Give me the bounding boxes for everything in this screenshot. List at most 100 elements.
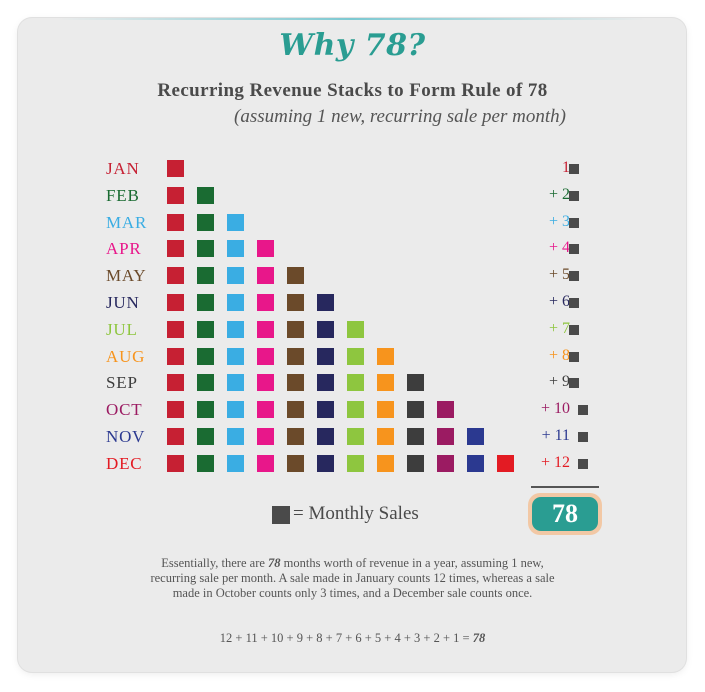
month-label: JAN [106, 159, 140, 178]
running-count: + 7 [548, 319, 570, 337]
sale-square [347, 401, 364, 419]
running-count: + 8 [548, 346, 570, 364]
sale-square [257, 347, 274, 365]
running-count: + 10 [540, 400, 570, 418]
top-accent-line [58, 18, 646, 20]
count-square-icon [569, 164, 579, 174]
explanation-number: 78 [268, 556, 281, 570]
count-square-icon [569, 378, 579, 389]
sale-square [257, 267, 274, 285]
sale-square [257, 240, 274, 258]
sale-square [257, 454, 274, 472]
sale-square [347, 454, 364, 472]
sale-square [197, 401, 214, 419]
page-title: Why 78? [279, 28, 426, 63]
count-square-icon [569, 324, 579, 335]
running-count: + 9 [548, 373, 570, 391]
sale-square [197, 294, 214, 311]
sale-square [227, 213, 244, 231]
sale-square [467, 454, 484, 472]
sale-square [287, 294, 304, 311]
running-count: + 5 [548, 266, 570, 284]
sale-square [197, 454, 214, 472]
legend-text: = Monthly Sales [293, 503, 419, 524]
sale-square [227, 454, 244, 472]
sale-square [197, 347, 214, 365]
sale-square [287, 401, 304, 419]
subtitle-note: (assuming 1 new, recurring sale per mont… [234, 106, 566, 127]
sale-square [287, 267, 304, 285]
count-square-icon [569, 244, 579, 255]
running-count: + 11 [541, 427, 570, 444]
total-badge: 78 [528, 493, 602, 535]
sale-square [407, 401, 424, 419]
sale-square [197, 428, 214, 445]
count-square-icon [578, 405, 588, 416]
sale-square [347, 347, 364, 365]
sale-square [197, 186, 214, 204]
sale-square [197, 240, 214, 258]
sale-square [227, 294, 244, 311]
sale-square [167, 213, 184, 231]
sale-square [347, 428, 364, 445]
month-label: NOV [106, 427, 146, 446]
sale-square [317, 294, 334, 311]
sale-square [407, 428, 424, 445]
sale-square [227, 401, 244, 419]
sale-square [167, 186, 184, 204]
sale-square [377, 347, 394, 365]
sale-square [317, 428, 334, 445]
total-value: 78 [532, 497, 598, 531]
sale-square [167, 160, 184, 177]
month-label: OCT [106, 400, 143, 420]
sale-square [377, 401, 394, 419]
month-label: SEP [106, 373, 138, 393]
equation: 12 + 11 + 10 + 9 + 8 + 7 + 6 + 5 + 4 + 3… [0, 631, 705, 646]
month-label: DEC [106, 453, 143, 473]
sale-square [377, 428, 394, 445]
sale-square [227, 428, 244, 445]
sale-square [317, 320, 334, 338]
sale-square [287, 454, 304, 472]
sale-square [287, 320, 304, 338]
sale-square [317, 401, 334, 419]
sale-square [347, 320, 364, 338]
month-label: JUL [106, 319, 138, 339]
explanation-text: Essentially, there are 78 months worth o… [140, 556, 565, 601]
month-label: FEB [106, 185, 140, 205]
equation-result: 78 [472, 631, 486, 645]
sale-square [257, 428, 274, 445]
explanation-part2: months worth of revenue in a year, assum… [150, 556, 555, 600]
sale-square [167, 294, 184, 311]
running-count: + 3 [548, 212, 570, 230]
sale-square [227, 320, 244, 338]
sale-square [197, 267, 214, 285]
sale-square [407, 454, 424, 472]
sale-square [167, 320, 184, 338]
sale-square [197, 374, 214, 392]
sale-square [317, 347, 334, 365]
count-square-icon [578, 432, 588, 442]
sum-rule [531, 486, 599, 488]
count-square-icon [569, 351, 579, 362]
running-count: + 2 [548, 185, 570, 203]
sale-square [467, 428, 484, 445]
running-count: + 6 [548, 293, 570, 310]
count-square-icon [569, 217, 579, 228]
sale-square [317, 374, 334, 392]
sale-square [407, 374, 424, 392]
sale-square [167, 374, 184, 392]
sale-square [227, 347, 244, 365]
infographic-card [18, 18, 686, 672]
month-label: MAY [106, 266, 147, 286]
equation-expr: 12 + 11 + 10 + 9 + 8 + 7 + 6 + 5 + 4 + 3… [219, 631, 473, 645]
sale-square [257, 294, 274, 311]
sale-square [437, 428, 454, 445]
sale-square [167, 240, 184, 258]
sale-square [227, 240, 244, 258]
sale-square [437, 454, 454, 472]
sale-square [257, 374, 274, 392]
sale-square [257, 320, 274, 338]
month-label: AUG [106, 346, 146, 366]
count-square-icon [578, 458, 588, 469]
